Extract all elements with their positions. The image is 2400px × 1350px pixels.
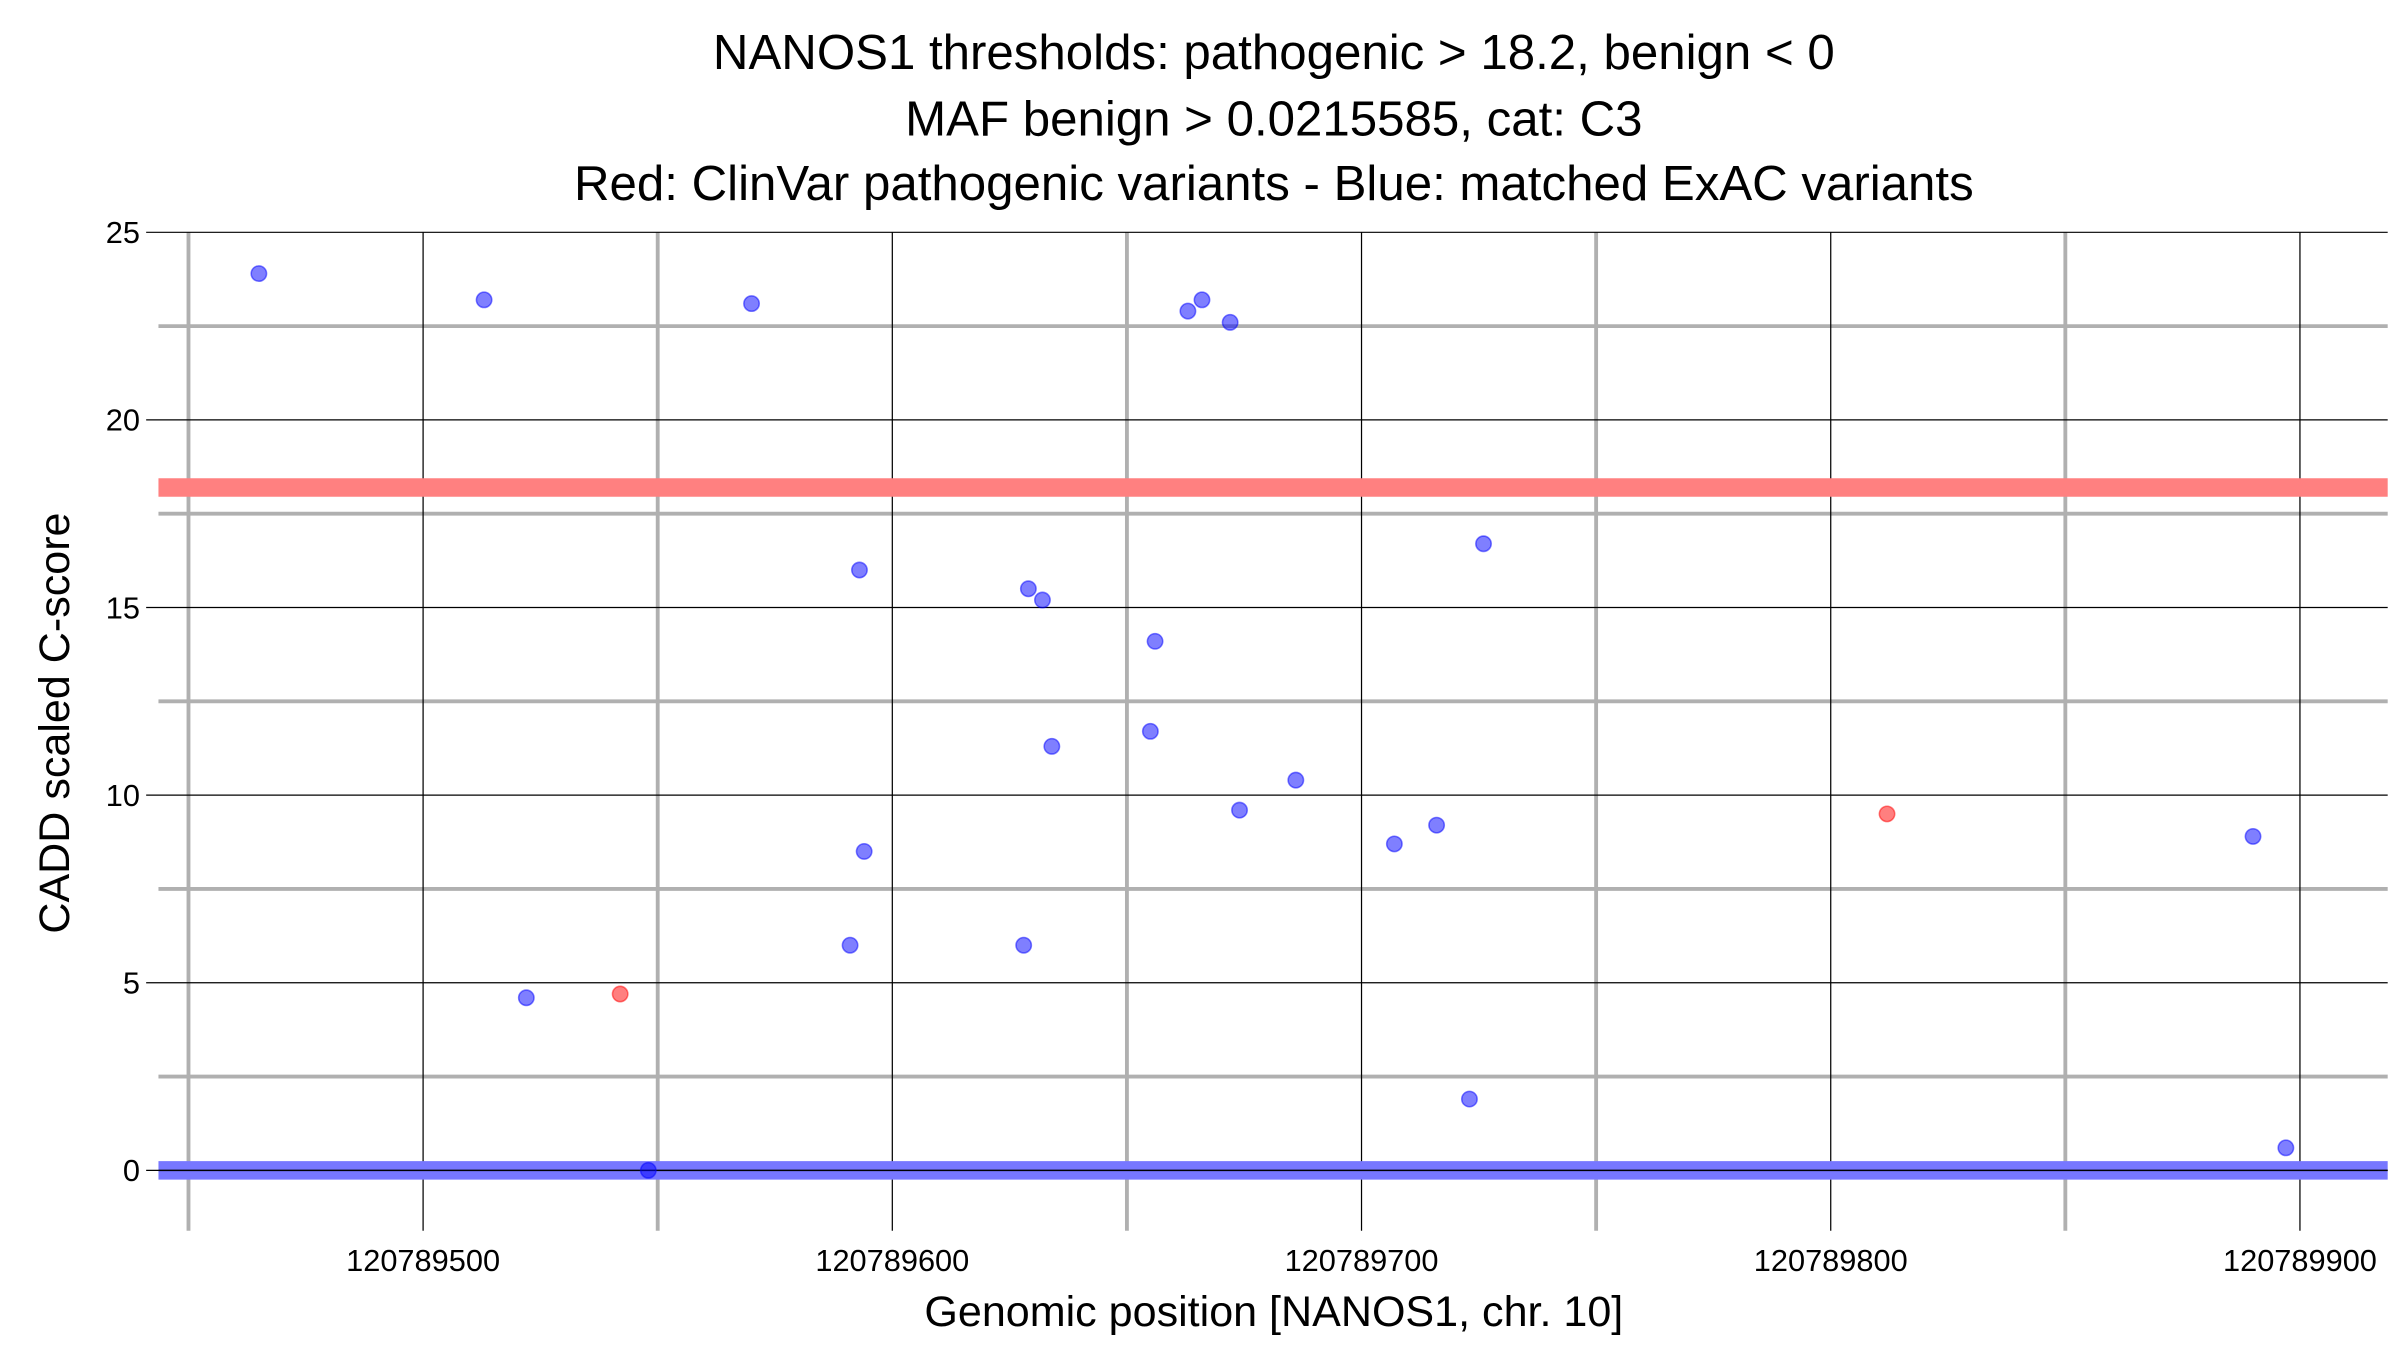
- axis-ticks: 120789500 120789600 120789700 120789800 1207…: [106, 215, 2377, 1278]
- x-tick-label: 120789600: [815, 1243, 969, 1278]
- exac-point: [2277, 1139, 2295, 1157]
- exac-point: [639, 1161, 657, 1179]
- x-tick-label: 120789500: [346, 1243, 500, 1278]
- exac-point: [1475, 535, 1492, 553]
- exac-point: [1231, 801, 1248, 819]
- exac-point: [1460, 1090, 1478, 1108]
- clinvar-point: [1878, 805, 1896, 823]
- exac-point: [1428, 816, 1446, 834]
- exac-point: [1043, 737, 1061, 755]
- exac-point: [743, 295, 761, 313]
- y-tick-label: 0: [123, 1153, 140, 1188]
- exac-point: [1141, 722, 1159, 740]
- x-axis-label: Genomic position [NANOS1, chr. 10]: [924, 1288, 1623, 1336]
- exac-point: [517, 989, 535, 1007]
- clinvar-point: [611, 985, 629, 1003]
- exac-point: [1019, 580, 1037, 598]
- grid: [146, 231, 2388, 1231]
- x-tick-label: 120789900: [2223, 1243, 2377, 1278]
- y-tick-label: 20: [106, 403, 140, 438]
- y-tick-label: 10: [106, 778, 140, 813]
- exac-point: [1033, 591, 1051, 609]
- data-points: [250, 265, 2295, 1179]
- x-tick-label: 120789800: [1754, 1243, 1908, 1278]
- exac-point: [855, 842, 873, 860]
- y-tick-label: 25: [106, 215, 140, 250]
- exac-point: [851, 561, 868, 579]
- exac-point: [1146, 632, 1164, 650]
- y-tick-label: 5: [123, 966, 140, 1001]
- exac-point: [1193, 291, 1211, 309]
- y-axis-label: CADD scaled C-score: [31, 512, 79, 933]
- exac-point: [841, 936, 859, 954]
- exac-point: [1287, 771, 1305, 789]
- threshold-lines: [158, 478, 2388, 1180]
- chart-title-line-3: Red: ClinVar pathogenic variants - Blue:…: [574, 156, 1974, 211]
- exac-point: [250, 265, 268, 283]
- chart-title-line-1: NANOS1 thresholds: pathogenic > 18.2, be…: [713, 25, 1835, 80]
- x-tick-label: 120789700: [1285, 1243, 1439, 1278]
- exac-point: [1179, 302, 1197, 320]
- chart-title-line-2: MAF benign > 0.0215585, cat: C3: [905, 91, 1642, 146]
- exac-point: [1221, 313, 1239, 331]
- exac-point: [475, 291, 493, 309]
- y-tick-label: 15: [106, 590, 140, 625]
- exac-point: [2244, 827, 2262, 845]
- exac-point: [1385, 835, 1403, 853]
- exac-point: [1015, 936, 1033, 954]
